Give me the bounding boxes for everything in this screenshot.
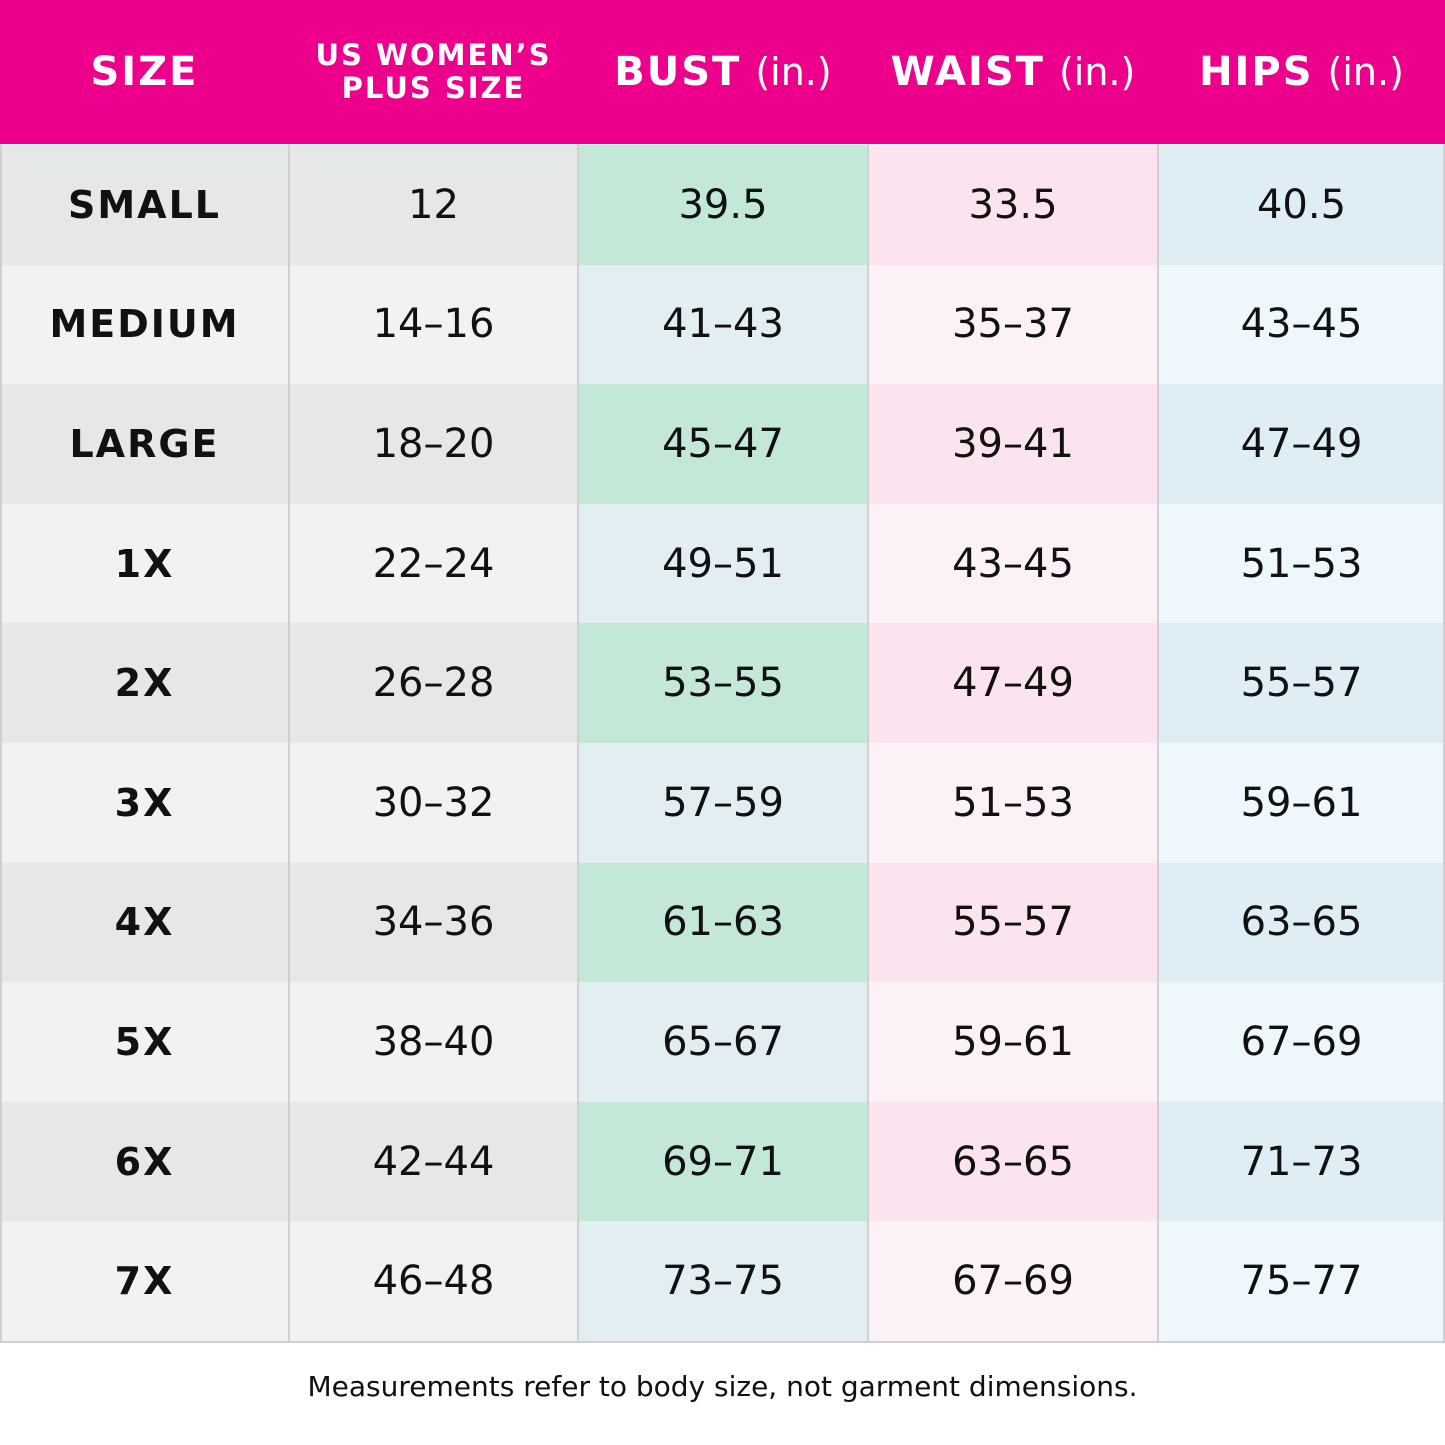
size-label: 3X — [0, 743, 289, 863]
table-cell: 40.5 — [1158, 145, 1445, 265]
table-cell: 46–48 — [289, 1221, 578, 1341]
size-label: 4X — [0, 862, 289, 983]
size-label: 2X — [0, 623, 289, 743]
size-label: MEDIUM — [0, 264, 289, 385]
column-divider — [867, 144, 869, 1342]
table-cell: 35–37 — [868, 264, 1158, 385]
size-label: SMALL — [0, 145, 289, 265]
table-cell: 12 — [289, 145, 578, 265]
header-unit: (in.) — [1327, 50, 1404, 94]
header-unit: (in.) — [1058, 50, 1136, 94]
table-cell: 41–43 — [578, 264, 868, 385]
table-cell: 63–65 — [868, 1101, 1158, 1222]
table-cell: 61–63 — [578, 862, 868, 983]
table-cell: 49–51 — [578, 503, 868, 624]
size-label: LARGE — [0, 384, 289, 504]
column-divider — [288, 144, 290, 1342]
size-label: 7X — [0, 1221, 289, 1341]
table-cell: 67–69 — [1158, 982, 1445, 1102]
table-cell: 65–67 — [578, 982, 868, 1102]
table-cell: 47–49 — [1158, 384, 1445, 504]
column-divider — [577, 144, 579, 1342]
table-cell: 30–32 — [289, 743, 578, 863]
header-text: BUST (in.) — [614, 49, 831, 95]
column-header: HIPS (in.) — [1158, 0, 1445, 144]
table-cell: 67–69 — [868, 1221, 1158, 1341]
table-cell: 51–53 — [1158, 503, 1445, 624]
bottom-border — [0, 1341, 1445, 1343]
table-cell: 33.5 — [868, 145, 1158, 265]
column-header: WAIST (in.) — [868, 0, 1158, 144]
table-cell: 71–73 — [1158, 1101, 1445, 1222]
header-label: HIPS — [1199, 49, 1314, 95]
table-cell: 45–47 — [578, 384, 868, 504]
table-cell: 26–28 — [289, 623, 578, 743]
column-divider — [1157, 144, 1159, 1342]
table-cell: 75–77 — [1158, 1221, 1445, 1341]
table-cell: 14–16 — [289, 264, 578, 385]
column-divider — [0, 144, 2, 1342]
table-cell: 59–61 — [1158, 743, 1445, 863]
header-bar: SIZE US WOMEN’S PLUS SIZE BUST (in.) WAIST (in… — [0, 0, 1445, 144]
header-line: PLUS SIZE — [341, 71, 526, 105]
header-text: WAIST (in.) — [891, 49, 1136, 95]
column-header: BUST (in.) — [578, 0, 868, 144]
size-label: 6X — [0, 1101, 289, 1222]
table-cell: 43–45 — [1158, 264, 1445, 385]
header-label: WAIST — [890, 49, 1045, 95]
table-cell: 51–53 — [868, 743, 1158, 863]
table-cell: 39–41 — [868, 384, 1158, 504]
table-cell: 55–57 — [1158, 623, 1445, 743]
header-label: SIZE — [90, 49, 199, 95]
footnote: Measurements refer to body size, not gar… — [307, 1370, 1138, 1403]
header-unit: (in.) — [755, 50, 832, 94]
table-cell: 57–59 — [578, 743, 868, 863]
column-header: SIZE — [0, 0, 289, 144]
size-label: 1X — [0, 503, 289, 624]
header-text: SIZE — [90, 49, 198, 95]
column-header: US WOMEN’S PLUS SIZE — [289, 0, 578, 144]
table-cell: 55–57 — [868, 862, 1158, 983]
table-cell: 18–20 — [289, 384, 578, 504]
header-text: HIPS (in.) — [1199, 49, 1404, 95]
table-cell: 42–44 — [289, 1101, 578, 1222]
table-cell: 73–75 — [578, 1221, 868, 1341]
table-cell: 63–65 — [1158, 862, 1445, 983]
column-divider — [1443, 144, 1445, 1342]
table-cell: 53–55 — [578, 623, 868, 743]
table-cell: 47–49 — [868, 623, 1158, 743]
size-label: 5X — [0, 982, 289, 1102]
header-line: US WOMEN’S — [315, 38, 552, 72]
table-cell: 43–45 — [868, 503, 1158, 624]
table-cell: 39.5 — [578, 145, 868, 265]
table-cell: 69–71 — [578, 1101, 868, 1222]
table-cell: 34–36 — [289, 862, 578, 983]
table-cell: 59–61 — [868, 982, 1158, 1102]
table-cell: 38–40 — [289, 982, 578, 1102]
header-label: BUST — [614, 49, 742, 95]
table-cell: 22–24 — [289, 503, 578, 624]
